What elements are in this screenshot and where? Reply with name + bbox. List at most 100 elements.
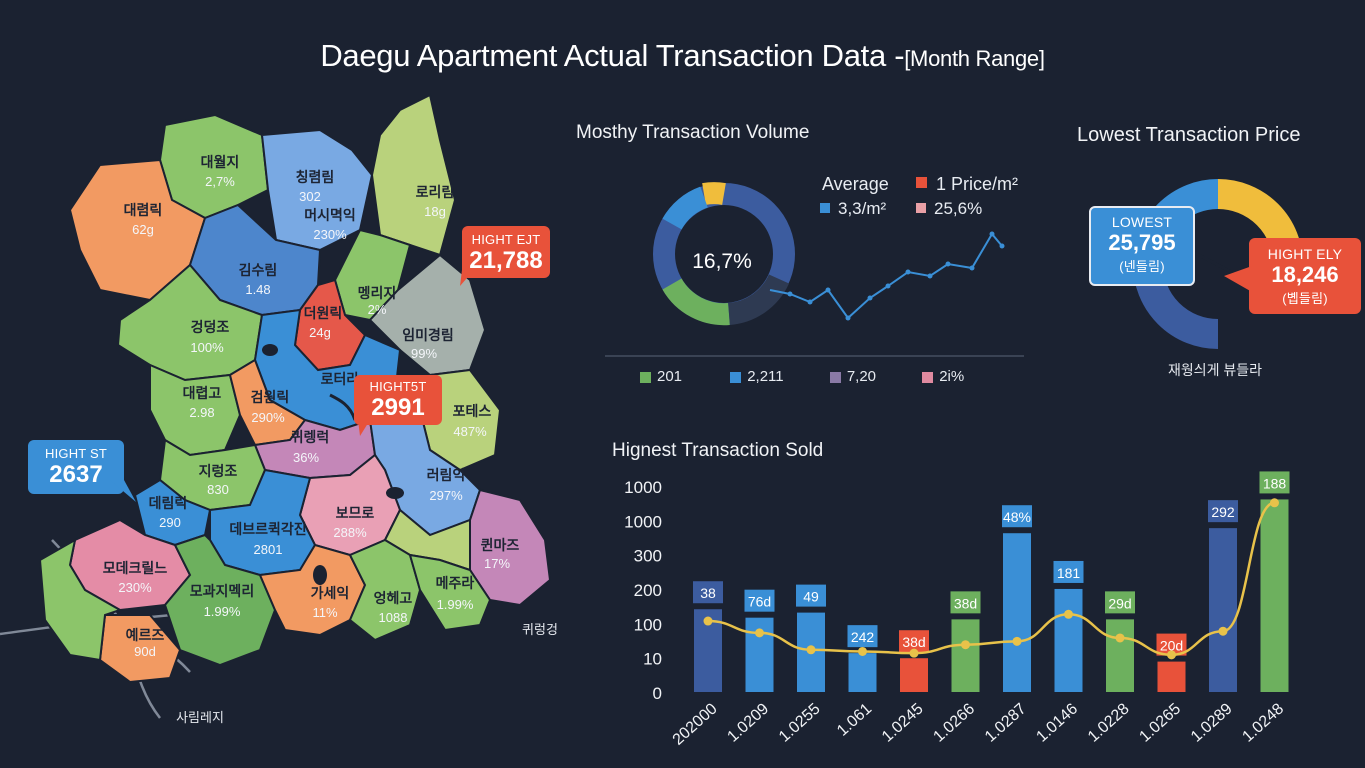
trend-point (703, 616, 713, 626)
bar-label: 49 (803, 589, 819, 605)
average-value-swatch (820, 203, 830, 213)
trend-point (806, 645, 816, 655)
donut-seg-yellow-arc (702, 182, 726, 205)
region-value: 487% (453, 424, 487, 439)
bar-label-box (693, 581, 723, 604)
trend-point (1167, 650, 1176, 660)
bar-chart-title: Hignest Transaction Sold (612, 440, 824, 461)
callout-center: HIGHT5T 2991 (354, 375, 442, 425)
donut-seg-dark-arc (727, 273, 790, 325)
region-value: 2.98 (189, 405, 214, 420)
bar-label: 29d (1108, 595, 1131, 611)
y-tick-label: 1000 (624, 478, 662, 497)
map-bottom-label: 사림레지 (176, 710, 224, 725)
map-regions (38, 93, 552, 684)
region-name: 예르즈 (126, 627, 165, 643)
region-name: 로리림 (416, 184, 455, 200)
trend-point (755, 628, 764, 638)
region-shape-3[interactable] (370, 93, 457, 257)
district-map: 대월지 2,7% 칭렴림 302 머시멱익 230% 로리림 18g 대렴릭 6… (0, 93, 558, 725)
river-line (329, 393, 357, 421)
region-value: 230% (118, 580, 152, 595)
region-name: 메주라 (436, 575, 475, 591)
region-name: 겅덩조 (191, 319, 230, 335)
region-name: 데브르퀵각진 (229, 521, 306, 537)
lowest-value: 25,795 (1108, 230, 1176, 255)
trend-point (858, 646, 867, 656)
bar-label: 292 (1211, 504, 1235, 520)
legend-item: 201 (640, 368, 682, 385)
bar-label-box (1053, 560, 1084, 583)
bar-label-box (899, 630, 929, 653)
y-tick-label: 100 (634, 615, 662, 634)
bar (1260, 499, 1289, 692)
price-value: 25,6% (934, 199, 982, 218)
monthly-legend: 201 2,211 7,20 2i% (640, 368, 964, 385)
region-value: 36% (293, 450, 319, 465)
monthly-panel: 16,7% Average 1 Price/m² 3,3/m² 25,6% (605, 174, 1024, 357)
bar (1003, 533, 1031, 692)
legend-item: 2i% (922, 368, 964, 385)
monthly-trend-points (787, 231, 1005, 321)
page-title-range: [Month Range] (904, 46, 1045, 71)
region-shape-23[interactable] (163, 533, 277, 667)
trend-point (1115, 633, 1125, 643)
donut-seg-blue-arc (662, 186, 709, 230)
region-value: 62g (132, 222, 154, 237)
bar (900, 658, 928, 692)
y-tick-label: 0 (653, 684, 662, 703)
region-shape-25[interactable] (348, 538, 422, 642)
bar-label: 242 (851, 629, 875, 645)
lowest-caption: 재웡싀게 뷰들라 (1168, 362, 1263, 378)
bar-label: 76d (748, 594, 771, 610)
bar (1106, 619, 1134, 692)
lowest-sub: (넨들림) (1119, 259, 1165, 274)
x-tick-label: 1.0248 (1239, 700, 1287, 745)
region-name: 검원릭 (251, 389, 290, 405)
trend-point (1012, 636, 1022, 646)
highest-value: 18,246 (1271, 262, 1339, 287)
region-name: 대월지 (201, 154, 240, 170)
region-value: 830 (207, 482, 229, 497)
region-name: 포테스 (453, 403, 492, 419)
water-features (262, 344, 404, 585)
price-label: 1 Price/m² (936, 174, 1018, 194)
region-labels: 대월지 2,7% 칭렴림 302 머시멱익 230% 로리림 18g 대렴릭 6… (103, 154, 520, 659)
region-value: 297% (429, 488, 463, 503)
region-shape-26[interactable] (408, 553, 492, 632)
bar-label-box (1156, 633, 1187, 656)
region-name: 임미경림 (402, 327, 454, 343)
bar (951, 619, 980, 692)
callout-left: HIGHT ST 2637 (28, 440, 124, 494)
bar-label-box (847, 625, 878, 648)
y-tick-label: 1000 (624, 512, 662, 531)
bar-label: 188 (1263, 475, 1287, 491)
bar-label-box (1105, 591, 1135, 614)
trend-point (909, 648, 919, 658)
region-value: 18g (424, 204, 446, 219)
donut-seg-green-arc (662, 278, 730, 326)
bar-label-box (1208, 500, 1238, 523)
price-value-swatch (916, 203, 926, 213)
bar (1054, 588, 1083, 692)
region-value: 2,7% (205, 174, 235, 189)
average-value: 3,3/m² (838, 199, 887, 218)
y-tick-label: 10 (643, 650, 662, 669)
region-shape-28[interactable] (38, 538, 123, 662)
region-value: 90d (134, 644, 156, 659)
price-swatch (916, 177, 927, 188)
bar-label: 20d (1160, 638, 1183, 654)
trend-line (707, 501, 1275, 657)
region-value: 302 (299, 189, 321, 204)
bar-label-box (1259, 471, 1290, 494)
region-value: 1.48 (245, 282, 270, 297)
page-title: Daegu Apartment Actual Transaction Data … (0, 38, 1365, 74)
region-value: 290% (251, 410, 285, 425)
bar (1157, 661, 1186, 692)
lowest-heading: LOWEST (1111, 214, 1173, 230)
region-name: 더원릭 (304, 305, 343, 321)
bar-label-box (950, 591, 981, 614)
region-value: 2801 (254, 542, 283, 557)
region-name: 모과지멕리 (190, 583, 254, 599)
region-value: 1.99% (204, 604, 241, 619)
